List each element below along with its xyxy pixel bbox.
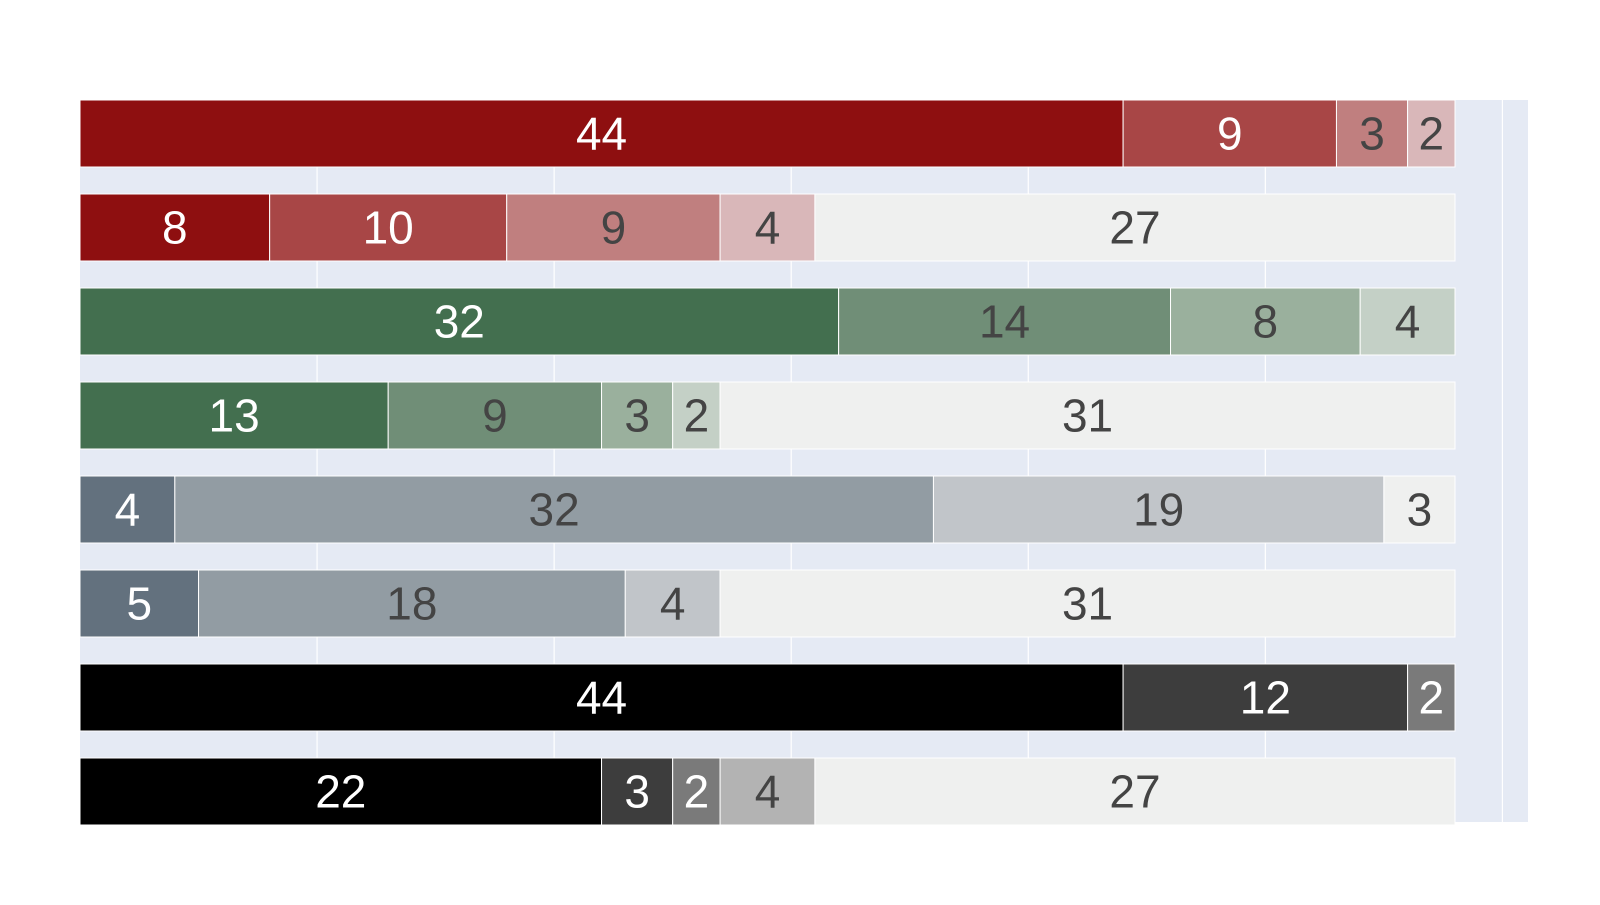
bar-segment <box>814 757 1456 826</box>
data-label: 3 <box>1359 108 1385 160</box>
data-label: 9 <box>601 202 627 254</box>
data-label: 5 <box>126 578 152 630</box>
bar-segment <box>624 569 721 638</box>
data-label: 8 <box>162 202 188 254</box>
data-label: 8 <box>1253 296 1279 348</box>
data-label: 27 <box>1109 766 1160 818</box>
bar-segment <box>719 757 816 826</box>
bar-segment <box>1383 475 1456 544</box>
data-label: 9 <box>482 390 508 442</box>
bar-segment <box>79 663 1124 732</box>
data-label: 44 <box>576 108 627 160</box>
bar-segment <box>719 381 1456 450</box>
bar-segment <box>1335 99 1409 168</box>
data-label: 4 <box>755 766 781 818</box>
bars <box>79 99 1456 826</box>
bar-segment <box>269 193 508 262</box>
data-label: 2 <box>684 766 710 818</box>
bar-segment <box>79 757 603 826</box>
bar-segment <box>1407 663 1456 732</box>
bar-segment <box>838 287 1172 356</box>
data-label: 22 <box>315 766 366 818</box>
bar-segment <box>719 569 1456 638</box>
bar-segment <box>601 757 674 826</box>
bar-segment <box>719 193 816 262</box>
data-label: 31 <box>1062 390 1113 442</box>
data-label: 44 <box>576 672 627 724</box>
data-label: 3 <box>624 390 650 442</box>
data-label: 19 <box>1133 484 1184 536</box>
data-label: 27 <box>1109 202 1160 254</box>
bar-segment <box>932 475 1385 544</box>
bar-segment <box>79 381 389 450</box>
bar-segment <box>79 475 176 544</box>
bar-segment <box>79 193 271 262</box>
data-label: 9 <box>1217 108 1243 160</box>
data-label: 32 <box>529 484 580 536</box>
data-label: 2 <box>1418 108 1444 160</box>
bar-segment <box>506 193 721 262</box>
data-label: 4 <box>1395 296 1421 348</box>
data-label: 13 <box>209 390 260 442</box>
bar-segment <box>601 381 674 450</box>
bar-segment <box>79 287 840 356</box>
data-label: 4 <box>755 202 781 254</box>
data-label: 3 <box>624 766 650 818</box>
data-label: 31 <box>1062 578 1113 630</box>
data-label: 2 <box>684 390 710 442</box>
bar-segment <box>198 569 626 638</box>
data-label: 2 <box>1418 672 1444 724</box>
data-label: 14 <box>979 296 1030 348</box>
bar-segment <box>814 193 1456 262</box>
data-label: 4 <box>660 578 686 630</box>
bar-segment <box>1359 287 1456 356</box>
bar-segment <box>672 757 721 826</box>
bar-segment <box>672 381 721 450</box>
data-label: 10 <box>363 202 414 254</box>
data-label: 32 <box>434 296 485 348</box>
data-label: 18 <box>386 578 437 630</box>
bar-segment <box>79 569 200 638</box>
bar-segment <box>1122 99 1337 168</box>
data-label: 12 <box>1240 672 1291 724</box>
data-label: 3 <box>1407 484 1433 536</box>
bar-segment <box>387 381 603 450</box>
data-label: 4 <box>115 484 141 536</box>
bar-segment <box>1122 663 1409 732</box>
bar-segment <box>1407 99 1456 168</box>
